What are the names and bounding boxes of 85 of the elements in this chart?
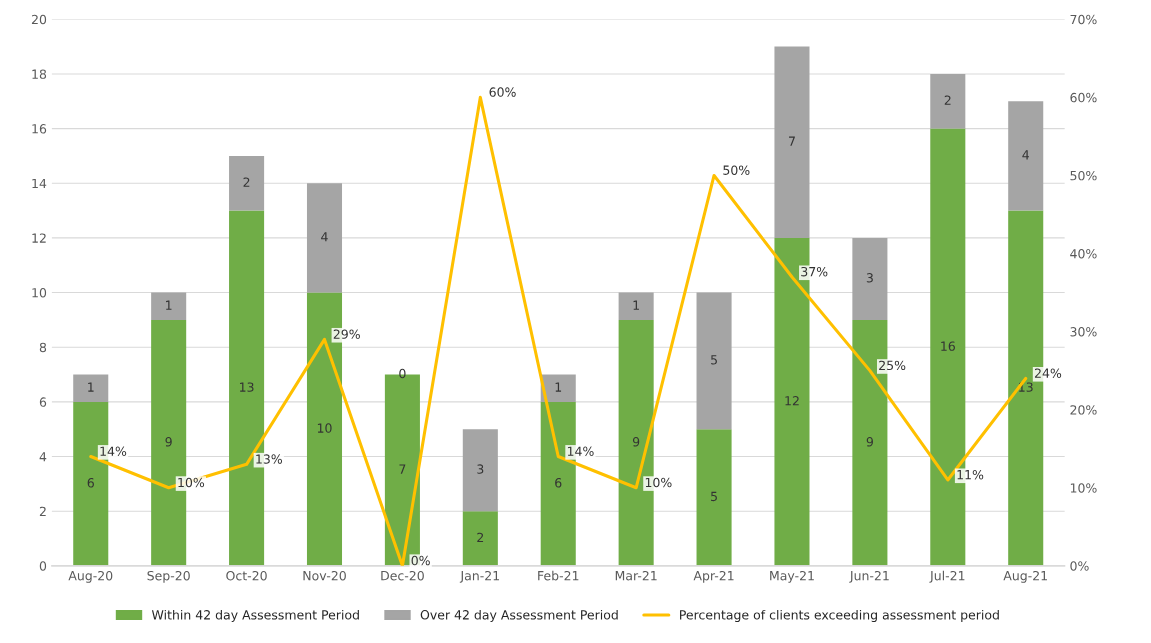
bar	[73, 374, 109, 402]
data-label: 3	[866, 273, 873, 283]
data-label: 11%	[957, 469, 984, 480]
data-label: 29%	[333, 329, 360, 339]
data-label: 10%	[645, 477, 672, 488]
data-label: 1	[166, 300, 172, 310]
y2-tick-label: 30%	[1070, 327, 1097, 337]
data-label: 3	[477, 464, 484, 474]
x-tick-label: Feb-21	[538, 570, 579, 581]
data-label: 5	[711, 491, 717, 502]
data-label: 1	[555, 382, 562, 392]
data-label: 9	[632, 437, 640, 447]
data-label: 6	[87, 478, 94, 488]
data-label: 2	[944, 95, 951, 105]
y2-tick-label: 50%	[1070, 170, 1097, 181]
y-tick-label: 18	[32, 69, 47, 79]
data-label: 25%	[879, 360, 906, 371]
data-label: 13%	[256, 454, 283, 464]
data-label: 0%	[411, 555, 430, 566]
data-label: 10%	[178, 477, 205, 488]
data-label: 14%	[567, 446, 594, 456]
data-label: 7	[789, 136, 795, 146]
bar	[462, 429, 498, 512]
data-label: 12	[785, 396, 799, 406]
x-tick-label: Aug-20	[68, 570, 113, 583]
x-tick-label: Jun-21	[849, 570, 889, 583]
data-label: 7	[399, 464, 406, 474]
x-tick-label: Nov-20	[303, 570, 346, 581]
legend-label: Within 42 day Assessment Period	[151, 609, 359, 622]
data-label: 4	[321, 232, 328, 242]
data-label: 16	[941, 341, 955, 351]
y2-tick-label: 60%	[1070, 92, 1097, 103]
data-label: 13	[240, 382, 254, 392]
x-tick-label: Apr-21	[693, 570, 734, 583]
x-tick-label: Jul-21	[929, 570, 965, 583]
data-label: 5	[711, 355, 717, 365]
legend-label: Percentage of clients exceeding assessment period	[680, 609, 999, 622]
bar	[1008, 101, 1044, 211]
y-tick-label: 10	[32, 288, 47, 298]
y-tick-label: 2	[39, 506, 46, 516]
y-tick-label: 16	[32, 124, 47, 134]
x-tick-label: Jan-21	[459, 570, 500, 583]
bar	[306, 183, 343, 293]
y-tick-label: 0	[39, 561, 47, 571]
bar	[852, 237, 888, 320]
y-tick-label: 20	[31, 14, 47, 25]
x-tick-label: Mar-21	[615, 570, 657, 581]
bar	[229, 155, 265, 211]
bar	[462, 511, 498, 566]
y-tick-label: 14	[32, 178, 47, 188]
bar	[696, 429, 732, 566]
data-label: 6	[555, 478, 562, 488]
data-label: 9	[165, 437, 172, 447]
x-tick-label: Aug-21	[1003, 570, 1047, 583]
y-tick-label: 8	[39, 342, 47, 353]
bar	[696, 292, 732, 430]
data-label: 60%	[489, 87, 516, 97]
data-label: 9	[866, 437, 873, 447]
data-label: 14%	[100, 446, 127, 456]
data-label: 10	[317, 423, 332, 433]
x-tick-label: May-21	[770, 570, 814, 583]
data-label: 24%	[1034, 368, 1062, 378]
y2-tick-label: 70%	[1070, 14, 1097, 25]
y2-tick-label: 40%	[1070, 249, 1097, 259]
y2-tick-label: 20%	[1070, 405, 1097, 415]
legend-label: Over 42 day Assessment Period	[420, 609, 618, 622]
bar	[930, 73, 966, 129]
data-label: 1	[633, 300, 639, 310]
data-label: 2	[477, 532, 484, 542]
y-tick-label: 4	[39, 452, 47, 462]
y-tick-label: 12	[32, 233, 46, 243]
y2-tick-label: 10%	[1070, 483, 1097, 493]
x-tick-label: Sep-20	[147, 570, 190, 583]
x-tick-label: Oct-20	[226, 570, 267, 581]
x-tick-label: Dec-20	[381, 570, 424, 581]
data-label: 2	[243, 177, 250, 187]
data-label: 1	[88, 382, 94, 392]
data-label: 37%	[801, 266, 828, 277]
bar	[774, 46, 810, 238]
y-tick-label: 6	[39, 397, 47, 407]
data-label: 4	[1022, 150, 1029, 160]
bar	[151, 292, 187, 320]
bar	[618, 292, 654, 320]
data-label: 50%	[723, 165, 750, 175]
y2-tick-label: 0%	[1070, 561, 1089, 571]
